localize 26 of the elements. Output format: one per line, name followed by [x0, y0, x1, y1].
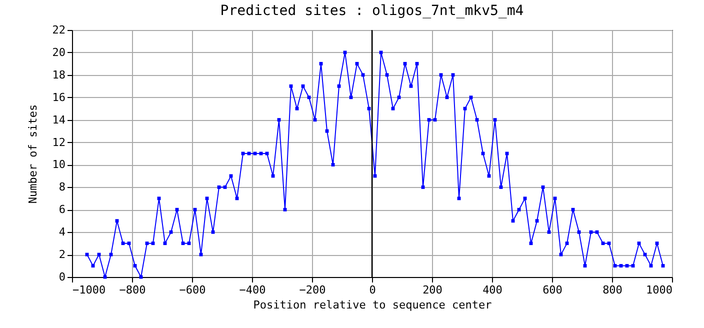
x-tick-label: 0: [369, 284, 376, 296]
x-tick-label: −600: [179, 284, 206, 296]
x-tick-label: 400: [482, 284, 502, 296]
y-tick-label: 20: [52, 46, 66, 59]
y-tick-label: 16: [52, 90, 66, 104]
y-tick-label: 22: [52, 24, 66, 36]
x-tick-label: 600: [542, 284, 562, 296]
x-tick-label: −1000: [72, 284, 106, 296]
y-axis-title: Number of sites: [26, 104, 40, 204]
y-tick-label: 12: [52, 136, 66, 149]
y-tick-label: 4: [58, 226, 66, 239]
x-tick-label: 1000: [646, 284, 672, 296]
y-tick-label: 8: [58, 180, 66, 194]
y-tick-label: 10: [52, 158, 66, 172]
x-tick-label: −400: [239, 284, 266, 296]
y-tick-label: 18: [52, 68, 66, 82]
x-tick-label: −800: [119, 284, 146, 296]
y-tick-label: 6: [58, 203, 66, 216]
y-tick-label: 2: [58, 248, 66, 262]
x-tick-label: −200: [299, 284, 326, 296]
x-axis-title: Position relative to sequence center: [253, 298, 492, 312]
chart-title: Predicted sites : oligos_7nt_mkv5_m4: [220, 3, 524, 19]
x-tick-label: 200: [422, 284, 442, 296]
y-tick-label: 0: [58, 270, 66, 284]
x-tick-label: 800: [602, 284, 622, 296]
y-tick-label: 14: [52, 113, 66, 126]
